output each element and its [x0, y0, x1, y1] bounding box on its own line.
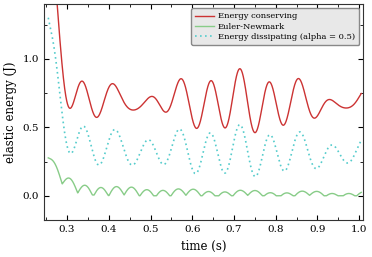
Energy dissipating (alpha = 0.5): [46, 16, 51, 19]
Energy dissipating (alpha = 0.5): [319, 161, 324, 164]
Energy dissipating (alpha = 0.5): [359, 139, 363, 142]
Energy conserving: [180, 77, 184, 80]
Euler-Newmark: [180, 189, 184, 192]
Euler-Newmark: [355, 194, 359, 197]
Legend: Energy conserving, Euler-Newmark, Energy dissipating (alpha = 0.5): Energy conserving, Euler-Newmark, Energy…: [191, 8, 359, 45]
Energy conserving: [100, 105, 105, 108]
Euler-Newmark: [46, 156, 51, 159]
Line: Energy dissipating (alpha = 0.5): Energy dissipating (alpha = 0.5): [48, 18, 361, 177]
Euler-Newmark: [319, 192, 324, 195]
Energy dissipating (alpha = 0.5): [253, 175, 257, 178]
Euler-Newmark: [359, 191, 363, 194]
Energy dissipating (alpha = 0.5): [166, 157, 170, 160]
Energy conserving: [82, 81, 86, 84]
Euler-Newmark: [82, 184, 86, 187]
Line: Energy conserving: Energy conserving: [48, 0, 361, 133]
Energy conserving: [353, 101, 357, 104]
Energy dissipating (alpha = 0.5): [100, 159, 105, 162]
Energy dissipating (alpha = 0.5): [82, 125, 86, 128]
Energy conserving: [253, 131, 257, 134]
Energy conserving: [319, 107, 324, 110]
Euler-Newmark: [353, 194, 357, 197]
Energy conserving: [359, 92, 363, 95]
Energy dissipating (alpha = 0.5): [180, 130, 184, 133]
Euler-Newmark: [166, 192, 170, 196]
Energy conserving: [166, 109, 170, 112]
Euler-Newmark: [100, 187, 105, 190]
Y-axis label: elastic energy (J): elastic energy (J): [4, 61, 17, 163]
X-axis label: time (s): time (s): [181, 240, 227, 253]
Energy dissipating (alpha = 0.5): [353, 152, 357, 155]
Line: Euler-Newmark: Euler-Newmark: [48, 158, 361, 196]
